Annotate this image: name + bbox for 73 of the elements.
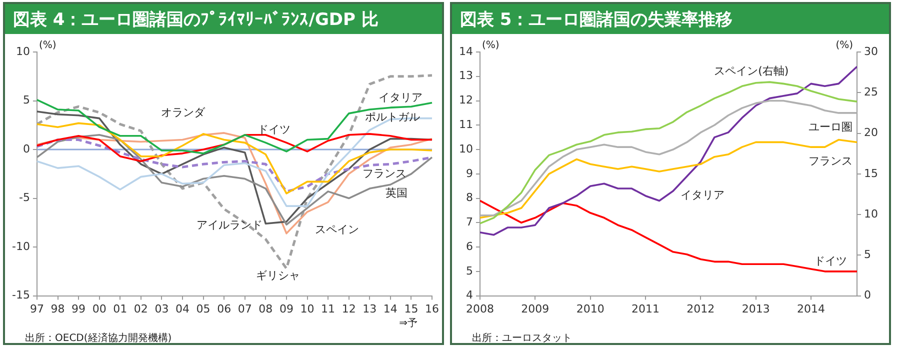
x-tick-label: 98 bbox=[50, 302, 65, 316]
y2-axis-title: (%) bbox=[836, 40, 854, 51]
x-tick-label: 05 bbox=[196, 302, 210, 316]
y-tick-label: 9 bbox=[466, 166, 473, 180]
y-tick-label: -10 bbox=[12, 240, 30, 253]
text: 出所：ユーロスタット bbox=[472, 332, 572, 344]
series-label: ユーロ圏 bbox=[808, 120, 853, 134]
x-tick-label: 09 bbox=[279, 302, 294, 316]
y2-tick-label: 20 bbox=[864, 126, 878, 140]
y-tick-label: 0 bbox=[22, 142, 30, 156]
x-tick-label: 08 bbox=[258, 302, 273, 316]
y-tick-label: 14 bbox=[458, 44, 473, 58]
series-label: スペイン(右軸) bbox=[714, 64, 789, 78]
x-tick-label: 01 bbox=[113, 302, 128, 316]
series-label: フランス bbox=[362, 166, 407, 180]
y-tick-label: 6 bbox=[466, 240, 473, 253]
x-tick-label: 14 bbox=[383, 302, 398, 316]
x-tick-label: 10 bbox=[300, 302, 314, 316]
chart-title: 図表 5：ユーロ圏諸国の失業率推移 bbox=[452, 4, 889, 34]
y2-tick-label: 25 bbox=[864, 85, 878, 98]
series-label: 英国 bbox=[385, 186, 408, 200]
x-tick-label: 03 bbox=[154, 302, 169, 316]
y-tick-label: -15 bbox=[12, 288, 30, 302]
x-tick-label: 15 bbox=[404, 302, 418, 316]
y-axis-title: (%) bbox=[482, 40, 500, 51]
y2-tick-label: 0 bbox=[864, 288, 872, 302]
series-label: ドイツ bbox=[257, 122, 290, 136]
series-label: イタリア bbox=[680, 188, 724, 202]
y2-tick-label: 30 bbox=[864, 44, 878, 58]
x-tick-label: 04 bbox=[176, 302, 190, 316]
x-tick-label: 13 bbox=[362, 302, 377, 316]
y-tick-label: 10 bbox=[16, 44, 30, 58]
x-tick-label: 2008 bbox=[466, 302, 494, 316]
series-label: オランダ bbox=[161, 106, 206, 119]
y-tick-label: 13 bbox=[458, 69, 473, 82]
chart-title: 図表 4：ユーロ圏諸国のﾌﾟﾗｲﾏﾘｰﾊﾞﾗﾝｽ/GDP 比 bbox=[5, 4, 442, 34]
y-tick-label: 8 bbox=[466, 191, 473, 204]
x-tick-label: 12 bbox=[342, 302, 356, 316]
text: ⇒予 bbox=[399, 318, 418, 329]
x-tick-label: 2011 bbox=[632, 302, 660, 316]
x-tick-label: 16 bbox=[425, 302, 439, 316]
x-tick-label: 06 bbox=[217, 302, 232, 316]
series-label: イタリア bbox=[378, 91, 422, 104]
y2-tick-label: 5 bbox=[864, 248, 872, 262]
y-tick-label: -5 bbox=[19, 191, 30, 204]
series-label: ポルトガル bbox=[365, 110, 420, 124]
x-tick-label: 2013 bbox=[742, 302, 770, 316]
x-tick-label: 2012 bbox=[686, 302, 715, 316]
series-label: ドイツ bbox=[814, 254, 848, 268]
series-label: スペイン bbox=[315, 222, 360, 236]
y-tick-label: 12 bbox=[458, 94, 473, 107]
y-tick-label: 4 bbox=[466, 288, 473, 302]
y-axis-title: (%) bbox=[38, 40, 56, 51]
x-tick-label: 00 bbox=[92, 302, 106, 316]
x-tick-label: 2010 bbox=[576, 302, 604, 316]
y-tick-label: 7 bbox=[466, 216, 473, 229]
y-tick-label: 5 bbox=[466, 264, 473, 278]
y-tick-label: 10 bbox=[458, 142, 473, 156]
y2-tick-label: 15 bbox=[864, 166, 878, 180]
x-tick-label: 02 bbox=[134, 302, 148, 316]
x-tick-label: 07 bbox=[238, 302, 252, 316]
series-label: フランス bbox=[808, 154, 853, 168]
x-tick-label: 99 bbox=[72, 302, 86, 316]
text: 出所：OECD(経済協力開発機構) bbox=[25, 332, 172, 344]
series-label: アイルランド bbox=[196, 218, 263, 232]
x-tick-label: 97 bbox=[30, 302, 44, 316]
x-tick-label: 2014 bbox=[797, 302, 826, 316]
x-tick-label: 2009 bbox=[521, 302, 550, 316]
y-tick-label: 11 bbox=[458, 118, 473, 131]
y2-tick-label: 10 bbox=[864, 207, 878, 220]
y-tick-label: 5 bbox=[22, 94, 30, 107]
series-label: ギリシャ bbox=[256, 269, 300, 282]
x-tick-label: 11 bbox=[321, 302, 336, 316]
